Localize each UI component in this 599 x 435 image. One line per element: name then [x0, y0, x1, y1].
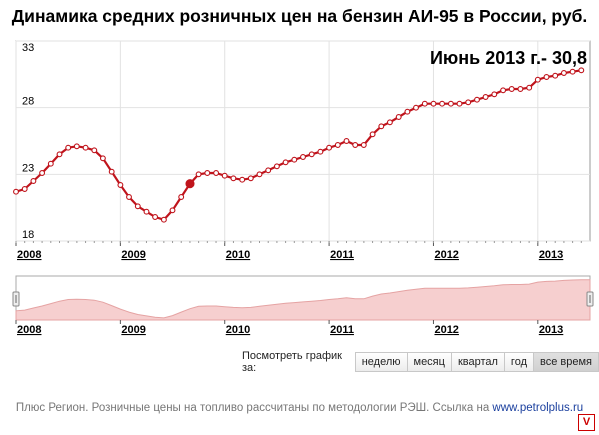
x-tick-label: 2009 — [121, 249, 145, 261]
data-point[interactable] — [326, 144, 333, 151]
navigator-tick-label: 2008 — [17, 324, 41, 336]
data-point[interactable] — [152, 214, 159, 220]
data-point[interactable] — [308, 151, 315, 158]
data-point[interactable] — [386, 119, 393, 126]
data-point[interactable] — [30, 178, 37, 184]
data-point[interactable] — [195, 171, 202, 178]
x-tick-label: 2013 — [539, 249, 563, 261]
data-point[interactable] — [13, 188, 19, 195]
x-tick-label: 2008 — [17, 249, 41, 261]
data-point[interactable] — [552, 72, 559, 79]
data-point[interactable] — [421, 100, 428, 107]
data-point[interactable] — [213, 170, 220, 176]
data-point[interactable] — [47, 160, 54, 167]
data-point[interactable] — [126, 194, 132, 200]
data-point[interactable] — [204, 170, 211, 176]
data-point[interactable] — [430, 100, 437, 107]
data-point[interactable] — [56, 151, 63, 158]
navigator-chart[interactable]: 2008 2009 2010 2011 2012 2013 — [0, 0, 599, 345]
data-point[interactable] — [413, 104, 419, 111]
data-point[interactable] — [508, 86, 515, 92]
data-point[interactable] — [378, 123, 385, 130]
x-tick-label: 2011 — [330, 249, 354, 261]
data-point[interactable] — [282, 159, 289, 166]
y-tick-label: 28 — [22, 96, 34, 108]
chart-title: Динамика средних розничных цен на бензин… — [11, 6, 588, 26]
data-point[interactable] — [569, 68, 576, 75]
navigator-tick-label: 2012 — [434, 324, 458, 336]
data-point[interactable] — [178, 194, 185, 200]
data-point[interactable] — [185, 179, 195, 189]
data-point[interactable] — [334, 142, 341, 148]
range-month-button[interactable]: месяц — [406, 352, 452, 372]
main-chart[interactable]: 33 28 23 18 2008 2009 2010 2011 2012 2013 — [0, 0, 599, 270]
data-point[interactable] — [108, 168, 115, 175]
navigator-tick-label: 2009 — [121, 324, 145, 336]
y-tick-label: 18 — [22, 229, 34, 241]
range-selector: Посмотреть график за: неделю месяц кварт… — [242, 350, 599, 374]
data-point[interactable] — [317, 148, 324, 155]
current-price-annotation: Июнь 2013 г.- 30,8 — [429, 48, 587, 68]
data-point[interactable] — [169, 207, 176, 214]
y-tick-label: 23 — [22, 162, 34, 174]
range-quarter-button[interactable]: квартал — [450, 352, 505, 372]
data-point[interactable] — [352, 142, 359, 148]
navigator-tick-label: 2011 — [330, 324, 354, 336]
data-point[interactable] — [500, 87, 507, 94]
footer-note: Плюс Регион. Розничные цены на топливо р… — [0, 402, 599, 414]
data-point[interactable] — [404, 108, 411, 115]
range-selector-label: Посмотреть график за: — [242, 350, 342, 374]
data-point[interactable] — [143, 208, 150, 215]
data-point[interactable] — [360, 142, 367, 148]
range-all-time-button[interactable]: все время — [533, 352, 599, 372]
data-point[interactable] — [82, 144, 89, 151]
data-point[interactable] — [395, 114, 402, 120]
data-point[interactable] — [256, 171, 263, 178]
data-point[interactable] — [482, 94, 489, 100]
data-point[interactable] — [456, 100, 463, 107]
x-tick-label: 2012 — [434, 249, 458, 261]
data-point[interactable] — [134, 203, 141, 210]
data-point[interactable] — [517, 86, 524, 92]
range-week-button[interactable]: неделю — [354, 352, 408, 372]
data-point[interactable] — [221, 172, 228, 179]
data-point[interactable] — [230, 175, 237, 182]
data-point[interactable] — [291, 156, 298, 163]
data-point[interactable] — [343, 138, 350, 144]
footer-link[interactable]: www.petrolplus.ru — [492, 402, 584, 414]
data-point[interactable] — [543, 74, 550, 80]
brand-logo-icon: V — [578, 414, 595, 431]
data-point[interactable] — [247, 175, 254, 182]
data-point[interactable] — [534, 76, 541, 83]
navigator-tick-label: 2013 — [539, 324, 563, 336]
data-point[interactable] — [39, 170, 46, 176]
data-point[interactable] — [439, 100, 446, 107]
x-tick-label: 2010 — [226, 249, 250, 261]
data-point[interactable] — [474, 96, 480, 103]
data-point[interactable] — [21, 186, 28, 192]
data-point[interactable] — [239, 176, 246, 183]
data-point[interactable] — [65, 144, 72, 151]
data-point[interactable] — [273, 163, 280, 170]
y-tick-label: 33 — [22, 42, 34, 54]
data-point[interactable] — [447, 100, 454, 107]
data-point[interactable] — [526, 84, 533, 91]
navigator-area — [15, 279, 591, 321]
plot-area — [15, 40, 591, 242]
data-point[interactable] — [99, 155, 106, 162]
data-point[interactable] — [560, 70, 567, 76]
data-point[interactable] — [91, 147, 98, 154]
data-point[interactable] — [160, 216, 167, 223]
data-point[interactable] — [300, 154, 306, 160]
data-point[interactable] — [117, 182, 124, 188]
data-point[interactable] — [491, 91, 498, 98]
data-point[interactable] — [465, 99, 472, 106]
range-year-button[interactable]: год — [503, 352, 534, 372]
data-point[interactable] — [578, 67, 585, 74]
navigator-tick-label: 2010 — [226, 324, 250, 336]
data-point[interactable] — [369, 131, 376, 138]
footer-text: Плюс Регион. Розничные цены на топливо р… — [15, 402, 493, 414]
data-point[interactable] — [265, 167, 272, 174]
data-point[interactable] — [73, 143, 80, 150]
